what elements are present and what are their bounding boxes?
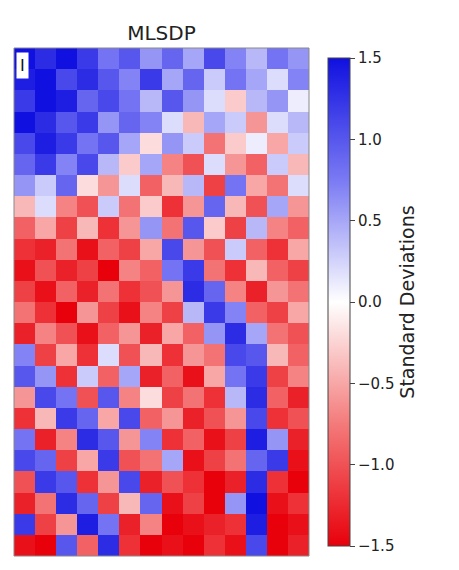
svg-text:−0.5: −0.5 <box>358 375 394 393</box>
svg-text:−1.5: −1.5 <box>358 537 394 555</box>
svg-text:MLSDP: MLSDP <box>127 21 196 45</box>
svg-text:Standard Deviations: Standard Deviations <box>396 205 418 398</box>
svg-text:1.5: 1.5 <box>358 49 382 67</box>
svg-text:0.5: 0.5 <box>358 212 382 230</box>
svg-text:0.0: 0.0 <box>358 293 382 311</box>
svg-text:−1.0: −1.0 <box>358 456 394 474</box>
svg-text:1.0: 1.0 <box>358 131 382 149</box>
svg-text:I: I <box>20 56 25 75</box>
